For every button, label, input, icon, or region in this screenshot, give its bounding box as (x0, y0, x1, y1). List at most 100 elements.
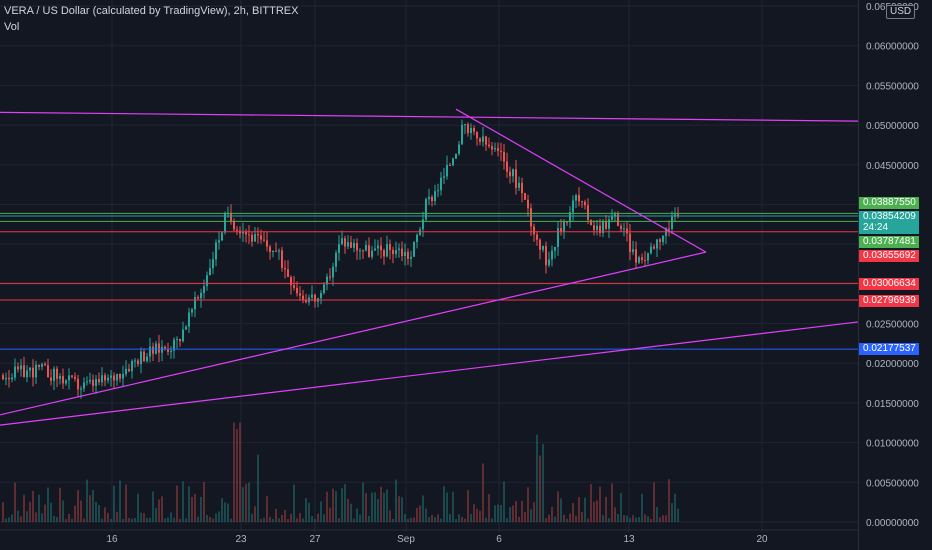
candle-body (212, 259, 214, 269)
volume-bar (440, 518, 442, 522)
volume-bar (347, 499, 349, 522)
volume-bar (581, 512, 583, 522)
price-tag: 24:24 (859, 222, 919, 234)
candle-body (392, 250, 394, 255)
volume-bar (650, 518, 652, 522)
volume-bar (290, 513, 292, 522)
candle-body (533, 226, 535, 235)
candle-body (29, 367, 31, 371)
candle-body (350, 242, 352, 248)
candle-body (335, 252, 337, 267)
volume-bar (173, 517, 175, 522)
candle-body (236, 229, 238, 231)
volume-bar (461, 517, 463, 522)
volume-bar (536, 434, 538, 522)
volume-bar (305, 498, 307, 522)
volume-bar (413, 517, 415, 522)
volume-bar (614, 507, 616, 522)
candle-body (653, 246, 655, 249)
candle-body (470, 127, 472, 133)
candle-body (281, 250, 283, 268)
candle-body (386, 244, 388, 257)
x-tick-label: 6 (496, 534, 502, 545)
volume-bar (569, 513, 571, 522)
volume-bar (248, 482, 250, 522)
candle-body (332, 266, 334, 278)
candle-body (119, 373, 121, 379)
y-tick-label: 0.06000000 (866, 42, 919, 53)
candle-body (59, 376, 61, 379)
volume-bar (572, 503, 574, 522)
volume-bar (563, 514, 565, 522)
candle-body (188, 312, 190, 327)
candle-body (248, 234, 250, 236)
candle-body (644, 259, 646, 261)
volume-bar (506, 518, 508, 522)
candle-body (404, 251, 406, 257)
candle-body (518, 182, 520, 188)
candle-body (104, 375, 106, 381)
candle-body (116, 373, 118, 381)
candle-body (605, 221, 607, 229)
volume-bar (218, 511, 220, 522)
volume-bar (149, 517, 151, 522)
volume-bar (608, 518, 610, 522)
volume-bar (263, 517, 265, 522)
currency-button[interactable]: USD (886, 5, 916, 19)
candle-body (398, 248, 400, 251)
candle-body (584, 201, 586, 206)
volume-bar (230, 518, 232, 522)
candle-body (569, 212, 571, 223)
volume-bar (56, 517, 58, 522)
price-tag: 0.03655692 (859, 250, 919, 262)
volume-bar (299, 513, 301, 522)
volume-bar (500, 504, 502, 522)
candle-body (263, 239, 265, 241)
volume-bar (476, 508, 478, 522)
volume-bar (116, 511, 118, 522)
y-tick-label: 0.05500000 (866, 81, 919, 92)
volume-bar (329, 507, 331, 522)
candle-body (128, 368, 130, 372)
volume-bar (269, 516, 271, 522)
candle-body (266, 240, 268, 247)
volume-bar (647, 516, 649, 522)
volume-bar (623, 515, 625, 522)
trendline (0, 321, 859, 426)
x-tick-label: Sep (397, 534, 415, 545)
candle-body (89, 379, 91, 382)
volume-bar (533, 502, 535, 522)
volume-bar (266, 496, 268, 522)
candle-body (626, 228, 628, 234)
volume-bar (65, 518, 67, 522)
candle-body (422, 219, 424, 230)
volume-bar (416, 507, 418, 522)
x-tick-label: 13 (623, 534, 635, 545)
volume-bar (143, 513, 145, 522)
volume-bar (137, 493, 139, 522)
candle-body (476, 131, 478, 139)
candle-body (11, 377, 13, 380)
volume-bar (527, 487, 529, 522)
candle-body (143, 351, 145, 361)
volume-bar (242, 487, 244, 522)
candle-body (449, 165, 451, 167)
volume-bar (26, 511, 28, 522)
volume-bar (197, 516, 199, 522)
volume-bar (158, 499, 160, 522)
candle-body (197, 297, 199, 299)
candle-body (599, 225, 601, 234)
candle-body (611, 216, 613, 220)
volume-bar (50, 502, 52, 522)
volume-bar (371, 492, 373, 522)
volume-bar (617, 513, 619, 522)
volume-bar (194, 493, 196, 522)
volume-bar (602, 515, 604, 522)
volume-bar (557, 491, 559, 522)
candle-body (56, 368, 58, 379)
candle-body (44, 364, 46, 366)
candle-body (80, 388, 82, 390)
volume-bar (62, 500, 64, 522)
volume-bar (125, 484, 127, 522)
